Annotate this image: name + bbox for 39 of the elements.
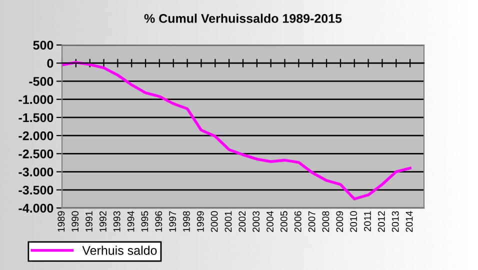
x-tick-label: 2001 (224, 211, 232, 232)
y-tick-label: -3.000 (18, 168, 54, 176)
x-tick-label: 2008 (322, 211, 330, 232)
x-tick-label: 1993 (113, 211, 120, 232)
x-tick-label: 2005 (280, 211, 288, 232)
x-tick-label: 1990 (72, 211, 79, 232)
x-tick-label: 1992 (99, 211, 106, 232)
x-tick-label: 2007 (308, 211, 316, 232)
x-tick-label: 2000 (210, 211, 218, 232)
x-tick-label: 1999 (196, 211, 204, 232)
y-tick-label: 500 (33, 40, 54, 50)
x-tick-label: 1997 (169, 211, 176, 232)
y-tick-label: -2.500 (18, 149, 54, 158)
x-tick-label: 2009 (336, 211, 344, 232)
x-tick-label: 2014 (406, 211, 413, 232)
x-tick-label: 2013 (392, 211, 399, 232)
y-tick-label: -3.500 (18, 186, 54, 195)
x-tick-label: 2010 (350, 211, 357, 232)
y-tick-label: -2.000 (18, 131, 54, 140)
x-tick-label: 2012 (378, 211, 385, 232)
y-tick-label: -1.500 (18, 113, 54, 122)
y-tick-label: -500 (29, 77, 54, 86)
y-tick-label: -4.000 (18, 204, 54, 213)
x-tick-label: 2003 (252, 211, 260, 232)
x-tick-label: 2002 (238, 211, 246, 232)
x-tick-label: 1991 (86, 211, 92, 232)
legend-label: Verhuis saldo (82, 246, 157, 255)
x-tick-label: 1998 (183, 211, 190, 232)
x-tick-label: 2004 (266, 211, 274, 232)
x-tick-label: 2011 (364, 211, 371, 232)
chart-title: % Cumul Verhuissaldo 1989-2015 (144, 14, 342, 23)
y-tick-label: -1.000 (18, 95, 54, 104)
x-tick-label: 1989 (58, 211, 65, 232)
x-tick-label: 1994 (127, 211, 134, 232)
x-tick-label: 2006 (294, 211, 302, 232)
line-series (62, 60, 412, 200)
x-tick-label: 1996 (155, 211, 162, 232)
x-tick-label: 1995 (141, 211, 148, 232)
y-tick-label: 0 (47, 58, 54, 68)
